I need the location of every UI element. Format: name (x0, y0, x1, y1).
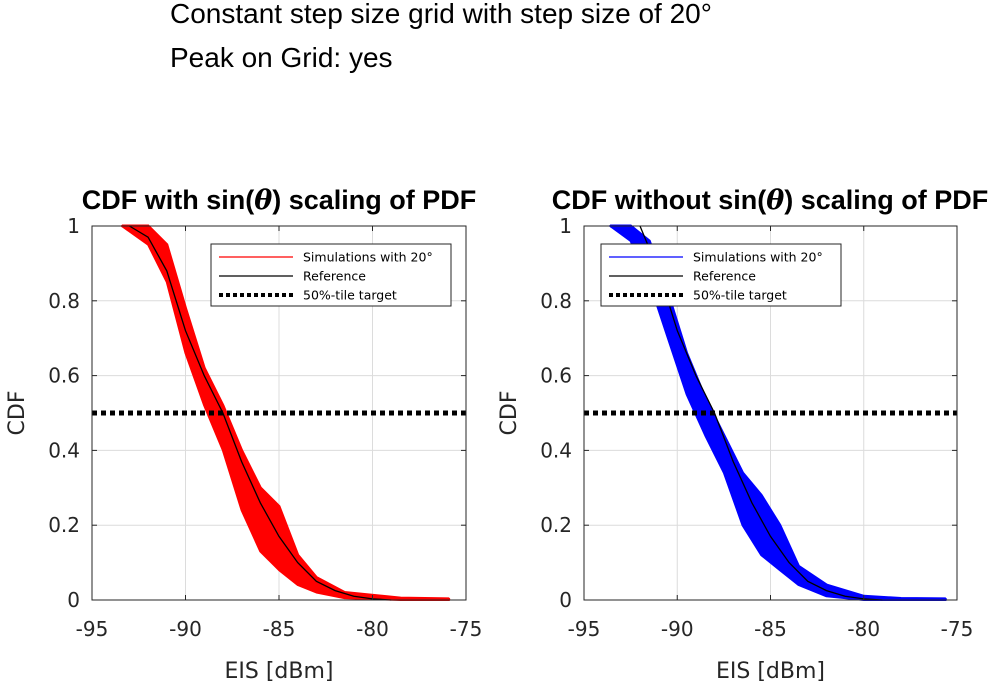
chart-title-suffix: ) scaling of PDF (784, 185, 988, 215)
legend: Simulations with 20° Reference 50%-tile ta… (600, 243, 842, 307)
y-tick-label: 0.8 (540, 289, 572, 313)
y-axis-label: CDF (5, 391, 30, 436)
chart-title: CDF with sin(θ) scaling of PDF (82, 185, 477, 216)
figure-title-line-1: Constant step size grid with step size o… (170, 0, 712, 29)
y-tick-label: 0 (559, 588, 572, 612)
x-tick-label: -85 (754, 617, 787, 641)
legend-label-1: Simulations with 20° (303, 250, 433, 265)
chart-title-theta: θ (766, 185, 784, 216)
x-tick-label: -85 (263, 617, 296, 641)
x-axis-label: EIS [dBm] (224, 659, 333, 684)
legend-label-2: Reference (693, 269, 756, 284)
y-axis-label: CDF (497, 391, 522, 436)
x-tick-label: -95 (76, 617, 109, 641)
y-tick-label: 0.2 (540, 513, 572, 537)
legend-label-3: 50%-tile target (693, 288, 787, 303)
legend-label-1: Simulations with 20° (693, 250, 823, 265)
legend: Simulations with 20° Reference 50%-tile ta… (210, 243, 452, 307)
figure-title-line-2: Peak on Grid: yes (170, 42, 393, 73)
x-tick-label: -90 (661, 617, 694, 641)
chart-title-suffix: ) scaling of PDF (272, 185, 476, 215)
chart-title-theta: θ (254, 185, 272, 216)
y-tick-label: 0.4 (48, 438, 80, 462)
chart-title-prefix: CDF without sin( (552, 185, 766, 215)
chart-panel-1: -95 -90 -85 -80 -75 0 0.2 0.4 0.6 0.8 1 EIS [dBm] CD… (5, 185, 482, 684)
x-tick-label: -80 (356, 617, 389, 641)
y-tick-label: 0.6 (540, 364, 572, 388)
y-tick-label: 0.6 (48, 364, 80, 388)
x-tick-label: -80 (847, 617, 880, 641)
y-tick-label: 0.8 (48, 289, 80, 313)
legend-label-2: Reference (303, 269, 366, 284)
legend-label-3: 50%-tile target (303, 288, 397, 303)
y-tick-label: 1 (67, 214, 80, 238)
series-reference-line (129, 225, 392, 601)
x-tick-label: -95 (568, 617, 601, 641)
chart-panel-2: -95 -90 -85 -80 -75 0 0.2 0.4 0.6 0.8 1 EIS [dBm] CD… (497, 185, 988, 684)
y-tick-label: 0.2 (48, 513, 80, 537)
y-tick-label: 0 (67, 588, 80, 612)
x-tick-label: -90 (169, 617, 202, 641)
x-tick-label: -75 (450, 617, 483, 641)
x-tick-label: -75 (941, 617, 974, 641)
chart-title-prefix: CDF with sin( (82, 185, 254, 215)
series-reference-line (639, 225, 883, 601)
chart-title: CDF without sin(θ) scaling of PDF (552, 185, 989, 216)
y-tick-label: 0.4 (540, 438, 572, 462)
y-tick-label: 1 (559, 214, 572, 238)
x-axis-label: EIS [dBm] (716, 659, 825, 684)
series-simulations-upper-edge (121, 224, 450, 601)
